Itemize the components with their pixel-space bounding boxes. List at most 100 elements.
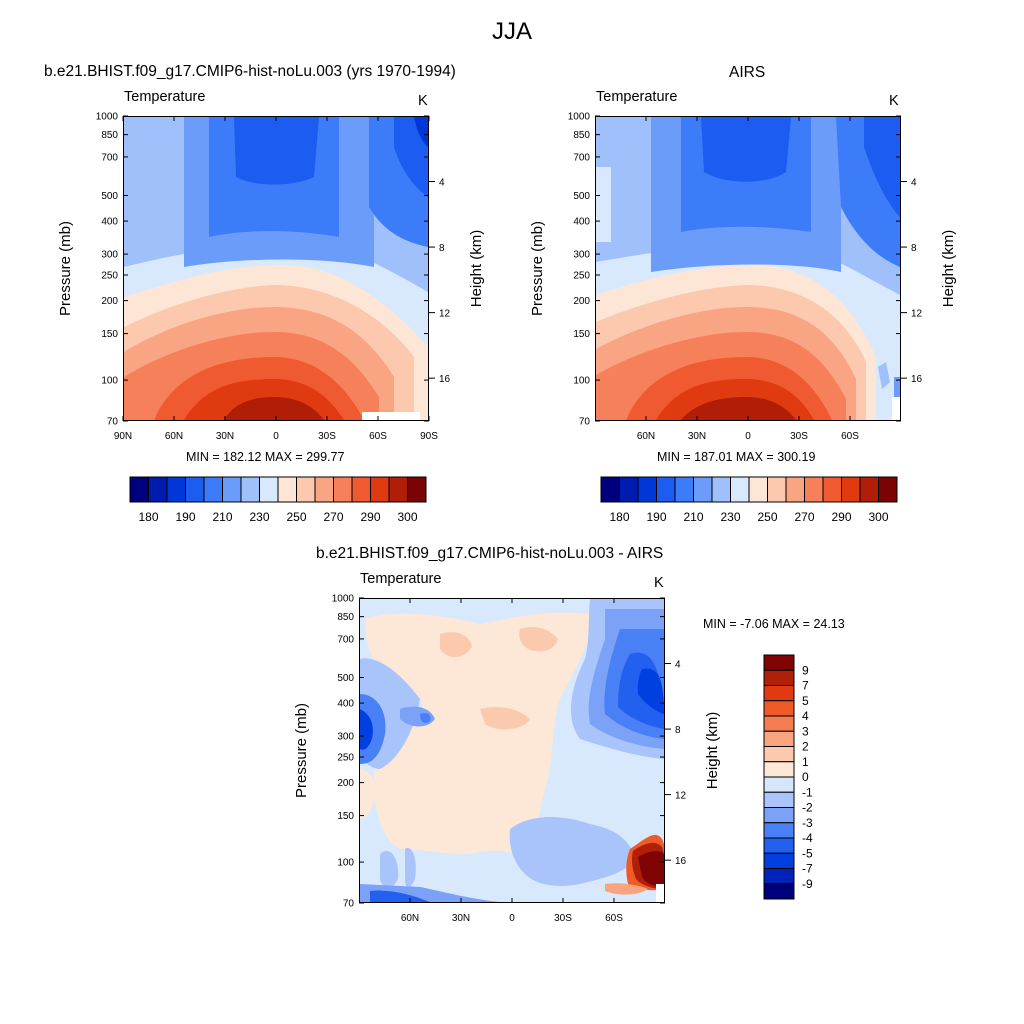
panel3-colorbar-label: 7	[802, 679, 809, 693]
panel2-y2-tick-label: 4	[911, 178, 917, 189]
panel2-y-tick-label: 100	[573, 376, 590, 387]
panel1-y-tick-label: 850	[101, 130, 118, 141]
panel1-title: b.e21.BHIST.f09_g17.CMIP6-hist-noLu.003 …	[44, 63, 456, 80]
panel1-colorbar-label: 210	[212, 510, 232, 524]
panel3-unit-label: K	[654, 575, 664, 591]
panel2-x-tick-label: 60S	[841, 431, 859, 442]
panel1-colorbar-label: 190	[175, 510, 195, 524]
panel3-y-tick-label: 100	[337, 858, 354, 869]
panel2-y-tick-label: 850	[573, 130, 590, 141]
panel3-y-tick-label: 250	[337, 752, 354, 763]
panel2-variable-label: Temperature	[596, 89, 678, 105]
panel1-colorbar-box	[407, 476, 427, 503]
panel2-unit-label: K	[889, 93, 899, 109]
panel3-colorbar-box	[763, 654, 795, 671]
panel3-colorbar-label: 9	[802, 663, 809, 677]
panel3-y2-axis-title: Height (km)	[704, 712, 721, 790]
panel2-y-tick-label: 70	[579, 417, 591, 428]
panel1-y-tick-label: 700	[101, 152, 118, 163]
panel3-y2-tick-label: 12	[675, 791, 687, 802]
panel1-y-tick-label: 1000	[96, 112, 119, 123]
panel1-y-tick-label: 100	[101, 376, 118, 387]
panel1-x-tick-label: 90S	[420, 431, 438, 442]
panel1-colorbar-label: 300	[397, 510, 417, 524]
panel3-y-tick-label: 1000	[332, 594, 355, 605]
panel2-y-axis-title: Pressure (mb)	[529, 221, 546, 316]
panel3-y-tick-label: 300	[337, 732, 354, 743]
panel2-y-tick-label: 200	[573, 296, 590, 307]
panel1-min-max: MIN = 182.12 MAX = 299.77	[186, 450, 345, 464]
panel2-title: AIRS	[729, 64, 766, 81]
panel1-y-tick-label: 150	[101, 329, 118, 340]
panel3-colorbar-box	[763, 746, 795, 763]
panel3-colorbar-label: -2	[802, 801, 813, 815]
panel3-y-tick-label: 70	[343, 899, 355, 910]
panel1-x-tick-label: 30S	[318, 431, 336, 442]
panel3-colorbar-box	[763, 776, 795, 793]
panel2-colorbar-label: 190	[646, 510, 666, 524]
panel3-y-tick-label: 150	[337, 811, 354, 822]
panel3-colorbar-box	[763, 730, 795, 747]
panel1-y2-tick-label: 12	[439, 309, 451, 320]
panel2-y-tick-label: 400	[573, 217, 590, 228]
panel1-y2-tick-label: 8	[439, 243, 445, 254]
panel1-colorbar-label: 230	[249, 510, 269, 524]
panel3-colorbar-label: -5	[802, 846, 813, 860]
panel2-y-tick-label: 250	[573, 270, 590, 281]
panel2-colorbar-label: 270	[794, 510, 814, 524]
panel3-variable-label: Temperature	[360, 571, 442, 587]
panel3-colorbar-label: 4	[802, 709, 809, 723]
panel2-y2-tick-label: 12	[911, 309, 923, 320]
panel2-colorbar: 180 190 210 230 250 270 290 300	[600, 476, 898, 524]
panel2-colorbar-label: 230	[720, 510, 740, 524]
panel1-y2-tick-label: 16	[439, 374, 451, 385]
panel3-contour-plot	[359, 598, 665, 903]
panel1-x-tick-label: 60S	[369, 431, 387, 442]
panel2-contour-plot	[595, 116, 901, 421]
panel3-colorbar-label: -4	[802, 831, 813, 845]
panel3-colorbar-box	[763, 852, 795, 869]
panel3-colorbar-label: 0	[802, 770, 809, 784]
panel3-y2-tick-label: 16	[675, 856, 687, 867]
panel3-x-tick-label: 30N	[452, 913, 470, 924]
panel3-colorbar-label: 5	[802, 694, 809, 708]
panel2-x-tick-label: 30S	[790, 431, 808, 442]
panel3-colorbar-box	[763, 715, 795, 732]
panel2-x-tick-label: 0	[745, 431, 751, 442]
panel3-colorbar-box	[763, 669, 795, 686]
panel3-colorbar-box	[763, 837, 795, 854]
panel3-colorbar-box	[763, 700, 795, 717]
panel2-y-tick-label: 500	[573, 191, 590, 202]
panel1-y2-tick-label: 4	[439, 178, 445, 189]
panel1-y-tick-label: 500	[101, 191, 118, 202]
panel3-colorbar-box	[763, 822, 795, 839]
panel2-colorbar-label: 300	[868, 510, 888, 524]
panel3-y-tick-label: 500	[337, 673, 354, 684]
figure-title: JJA	[491, 18, 532, 45]
panel1-y-tick-label: 250	[101, 270, 118, 281]
panel2-y-tick-label: 1000	[568, 112, 591, 123]
panel1-colorbar: 180 190 210 230 250 270 290 300	[129, 476, 427, 524]
panel1-x-tick-label: 30N	[216, 431, 234, 442]
panel2-y-tick-label: 300	[573, 250, 590, 261]
panel3-y-tick-label: 850	[337, 612, 354, 623]
panel3-colorbar-box	[763, 883, 795, 900]
panel3-colorbar-box	[763, 791, 795, 808]
panel3-colorbar-label: 3	[802, 724, 809, 738]
panel2-colorbar-label: 290	[831, 510, 851, 524]
panel3-colorbar-box	[763, 761, 795, 778]
panel2-x-tick-label: 30N	[688, 431, 706, 442]
panel1-unit-label: K	[418, 93, 428, 109]
panel1-x-tick-label: 60N	[165, 431, 183, 442]
panel1-colorbar-label: 180	[138, 510, 158, 524]
panel2-colorbar-box	[878, 476, 898, 503]
panel3-y-tick-label: 400	[337, 699, 354, 710]
panel3-x-tick-label: 30S	[554, 913, 572, 924]
panel3-x-tick-label: 0	[509, 913, 515, 924]
panel1-variable-label: Temperature	[124, 89, 206, 105]
panel1-y-tick-label: 300	[101, 250, 118, 261]
panel2-y-tick-label: 700	[573, 152, 590, 163]
panel3-y-tick-label: 700	[337, 634, 354, 645]
panel3-title: b.e21.BHIST.f09_g17.CMIP6-hist-noLu.003 …	[316, 545, 664, 562]
